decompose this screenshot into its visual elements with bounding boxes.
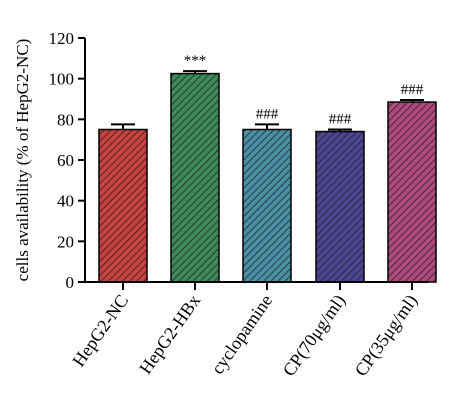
significance-label: ### [256, 106, 279, 122]
y-ticks-group: 0 20 40 60 80 100 120 [49, 29, 85, 292]
error-bars-group [111, 70, 424, 132]
x-tick-label: cyclopamine [207, 291, 276, 378]
y-tick-label: 40 [57, 192, 74, 211]
significance-label: ### [329, 112, 352, 128]
y-tick-label: 20 [57, 232, 74, 251]
y-tick-label: 100 [49, 70, 75, 89]
y-tick-label: 80 [57, 110, 74, 129]
significance-label: ### [401, 82, 424, 98]
bar [242, 128, 292, 283]
bar [315, 130, 365, 283]
y-tick-label: 120 [49, 29, 75, 48]
y-tick-label: 0 [66, 273, 75, 292]
bar [170, 72, 220, 283]
annotations-group: *** ### ### ### [184, 53, 424, 127]
bar [387, 101, 437, 283]
x-ticks-group: HepG2-NC HepG2-HBx cyclopamine CP(70μg/ml) C… [68, 282, 422, 380]
y-axis-label: cells availability (% of HepG2-NC) [13, 39, 32, 282]
x-tick-label: CP(35μg/ml) [351, 291, 423, 381]
x-tick-label: CP(70μg/ml) [279, 291, 351, 381]
x-tick-label: HepG2-HBx [135, 291, 204, 378]
x-tick-label: HepG2-NC [68, 291, 132, 370]
significance-label: *** [184, 53, 207, 69]
bars-group [98, 72, 437, 283]
bar [98, 128, 148, 283]
y-tick-label: 60 [57, 151, 74, 170]
